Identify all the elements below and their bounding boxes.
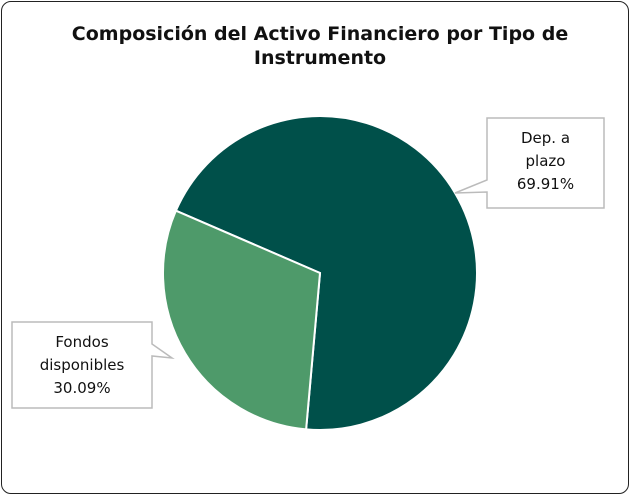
chart-title: Composición del Activo Financiero por Ti… bbox=[71, 23, 569, 69]
label-value: 30.09% bbox=[53, 379, 111, 397]
callout-box bbox=[454, 117, 605, 209]
data-label: Dep. a plazo 69.91% bbox=[487, 127, 604, 196]
pie-slice bbox=[162, 209, 322, 431]
label-value: 69.91% bbox=[516, 175, 575, 193]
data-label: Fondos disponibles 30.09% bbox=[12, 331, 152, 400]
label-category: Fondos disponibles bbox=[39, 333, 125, 374]
label-category: Dep. a plazo bbox=[520, 129, 571, 170]
callout-box bbox=[11, 321, 175, 409]
